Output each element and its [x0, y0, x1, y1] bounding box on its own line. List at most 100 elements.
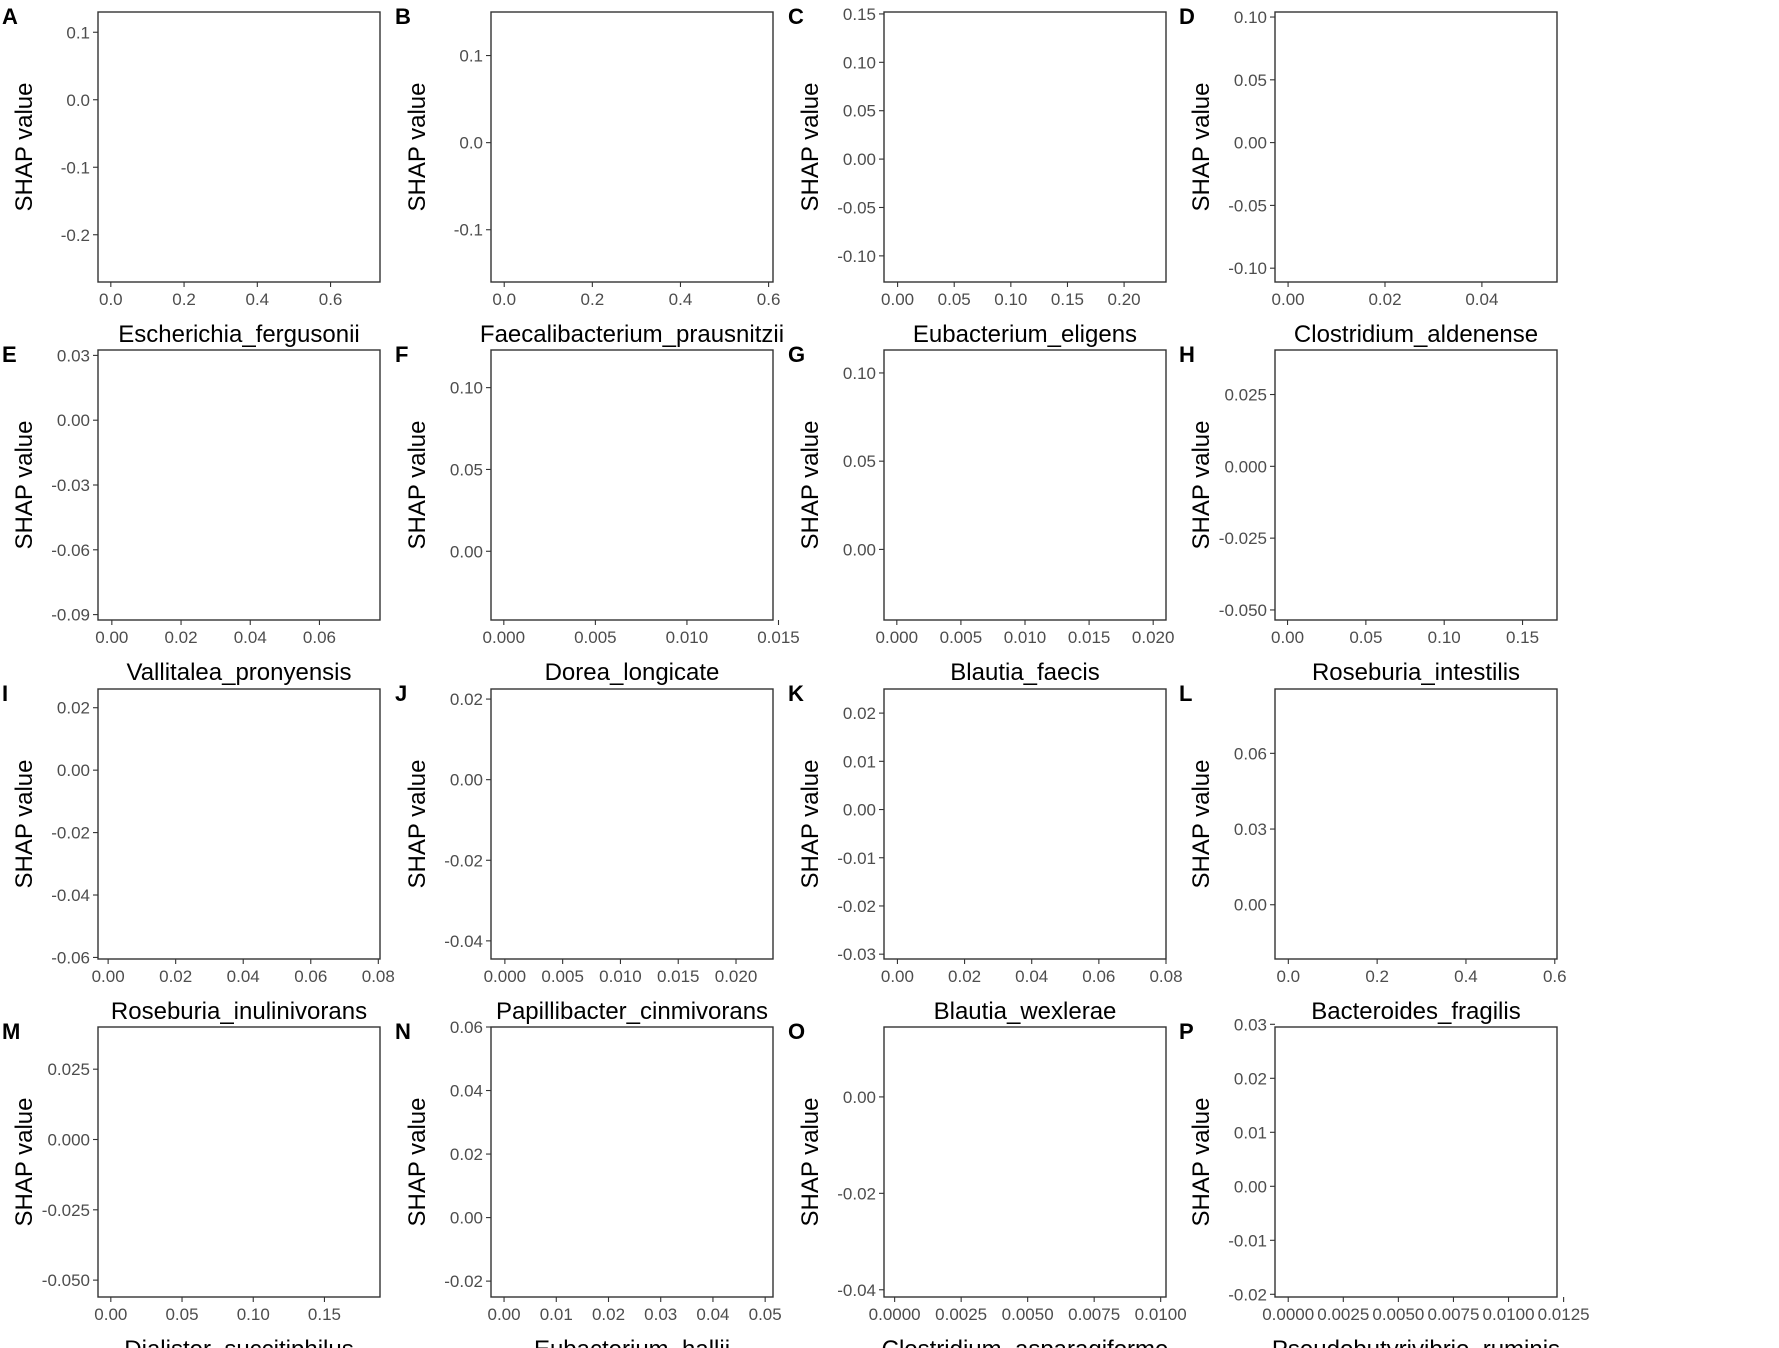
- panel-p: 0.0000 0.0025 0.0050 0.0075 0.0100 0.0125 -0.0…: [1179, 1015, 1590, 1348]
- y-tick-label: 0.00: [843, 150, 876, 169]
- panel-letter: M: [2, 1019, 20, 1044]
- x-tick-label: 0.05: [1349, 628, 1382, 647]
- panel-letter: D: [1179, 4, 1195, 29]
- x-tick-label: 0.0050: [1002, 1305, 1054, 1324]
- x-axis-title: Blautia_wexlerae: [934, 998, 1117, 1025]
- y-tick-label: 0.000: [47, 1131, 90, 1150]
- x-tick-label: 0.0000: [869, 1305, 921, 1324]
- panel-border: [883, 11, 1167, 283]
- x-tick-label: 0.0: [99, 290, 123, 309]
- y-tick-label: 0.00: [843, 1088, 876, 1107]
- x-tick-label: 0.0000: [1262, 1305, 1314, 1324]
- x-axis-title: Dorea_longicate: [545, 659, 720, 686]
- panel-border: [490, 688, 774, 960]
- y-tick-label: 0.00: [843, 801, 876, 820]
- y-tick-label: -0.02: [444, 1272, 483, 1291]
- x-tick-label: 0.4: [669, 290, 693, 309]
- x-tick-label: 0.05: [749, 1305, 782, 1324]
- x-tick-label: 0.005: [574, 628, 617, 647]
- panel-border: [883, 349, 1167, 621]
- x-tick-label: 0.10: [1428, 628, 1461, 647]
- y-tick-label: -0.06: [51, 541, 90, 560]
- y-tick-label: 0.10: [450, 379, 483, 398]
- x-tick-label: 0.005: [940, 628, 983, 647]
- y-axis-title: SHAP value: [797, 1098, 824, 1227]
- x-tick-label: 0.00: [881, 967, 914, 986]
- x-tick-label: 0.00: [94, 1305, 127, 1324]
- x-tick-label: 0.02: [592, 1305, 625, 1324]
- x-tick-label: 0.04: [1465, 290, 1498, 309]
- panel-b: 0.0 0.2 0.4 0.6 -0.1 0.0 0.1 Faecalibacterium_p…: [395, 4, 784, 348]
- y-axis-title: SHAP value: [1188, 1098, 1215, 1227]
- panel-border: [1274, 1026, 1558, 1298]
- panel-g: 0.000 0.005 0.010 0.015 0.020 0.00 0.05 0.10 Bla…: [788, 342, 1174, 686]
- panel-letter: J: [395, 681, 407, 706]
- panel-letter: B: [395, 4, 411, 29]
- x-axis-title: Faecalibacterium_prausnitzii: [480, 321, 784, 348]
- y-tick-label: -0.02: [837, 1184, 876, 1203]
- y-axis-title: SHAP value: [404, 421, 431, 550]
- panel-n: 0.00 0.01 0.02 0.03 0.04 0.05 -0.02 0.00 0.02 0.0…: [395, 1018, 782, 1348]
- x-axis-title: Pseudobutyrivibrio_ruminis: [1272, 1336, 1560, 1348]
- y-tick-label: 0.05: [1234, 71, 1267, 90]
- x-tick-label: 0.0125: [1538, 1305, 1590, 1324]
- panel-letter: H: [1179, 342, 1195, 367]
- x-tick-label: 0.6: [1543, 967, 1567, 986]
- x-axis-title: Roseburia_intestilis: [1312, 659, 1520, 686]
- y-tick-label: 0.0: [459, 134, 483, 153]
- x-tick-label: 0.04: [696, 1305, 729, 1324]
- y-tick-label: 0.05: [843, 452, 876, 471]
- y-tick-label: 0.03: [1234, 1015, 1267, 1034]
- y-tick-label: -0.04: [51, 886, 90, 905]
- y-tick-label: 0.00: [1234, 896, 1267, 915]
- x-tick-label: 0.0100: [1483, 1305, 1535, 1324]
- panel-border: [97, 688, 381, 960]
- x-tick-label: 0.000: [484, 967, 527, 986]
- x-tick-label: 0.08: [1149, 967, 1182, 986]
- y-tick-label: 0.15: [843, 5, 876, 24]
- x-tick-label: 0.00: [95, 628, 128, 647]
- x-tick-label: 0.010: [666, 628, 709, 647]
- y-tick-label: 0.03: [1234, 820, 1267, 839]
- x-axis-title: Vallitalea_pronyensis: [126, 659, 351, 686]
- x-tick-label: 0.02: [164, 628, 197, 647]
- y-axis-title: SHAP value: [797, 83, 824, 212]
- y-tick-label: 0.025: [1224, 386, 1267, 405]
- x-tick-label: 0.03: [644, 1305, 677, 1324]
- y-tick-label: -0.05: [837, 198, 876, 217]
- x-tick-label: 0.0100: [1135, 1305, 1187, 1324]
- x-tick-label: 0.15: [1051, 290, 1084, 309]
- x-tick-label: 0.00: [488, 1305, 521, 1324]
- y-tick-label: 0.03: [57, 346, 90, 365]
- y-tick-label: -0.01: [1228, 1231, 1267, 1250]
- panel-letter: A: [2, 4, 18, 29]
- y-tick-label: 0.02: [450, 1145, 483, 1164]
- x-tick-label: 0.010: [599, 967, 642, 986]
- x-tick-label: 0.00: [1272, 290, 1305, 309]
- x-tick-label: 0.06: [303, 628, 336, 647]
- panel-letter: N: [395, 1019, 411, 1044]
- x-axis-title: Clostridium_aldenense: [1294, 321, 1538, 348]
- y-tick-label: 0.06: [1234, 744, 1267, 763]
- panel-c: 0.00 0.05 0.10 0.15 0.20 -0.10 -0.05 0.00 0.05 0.…: [788, 4, 1167, 348]
- panel-o: 0.0000 0.0025 0.0050 0.0075 0.0100 -0.04 -0.02…: [788, 1019, 1187, 1348]
- x-tick-label: 0.020: [1132, 628, 1175, 647]
- y-tick-label: -0.10: [837, 247, 876, 266]
- panel-letter: C: [788, 4, 804, 29]
- y-tick-label: 0.01: [1234, 1123, 1267, 1142]
- y-tick-label: -0.2: [61, 226, 90, 245]
- x-tick-label: 0.06: [1082, 967, 1115, 986]
- y-axis-title: SHAP value: [404, 760, 431, 889]
- y-tick-label: -0.01: [837, 849, 876, 868]
- x-tick-label: 0.0075: [1427, 1305, 1479, 1324]
- y-tick-label: -0.02: [1228, 1285, 1267, 1304]
- y-tick-label: 0.02: [843, 704, 876, 723]
- x-tick-label: 0.06: [294, 967, 327, 986]
- y-tick-label: 0.02: [57, 699, 90, 718]
- panel-border: [97, 1026, 381, 1298]
- y-axis-title: SHAP value: [11, 1098, 38, 1227]
- x-tick-label: 0.02: [159, 967, 192, 986]
- y-tick-label: 0.00: [450, 1209, 483, 1228]
- y-axis-title: SHAP value: [11, 760, 38, 889]
